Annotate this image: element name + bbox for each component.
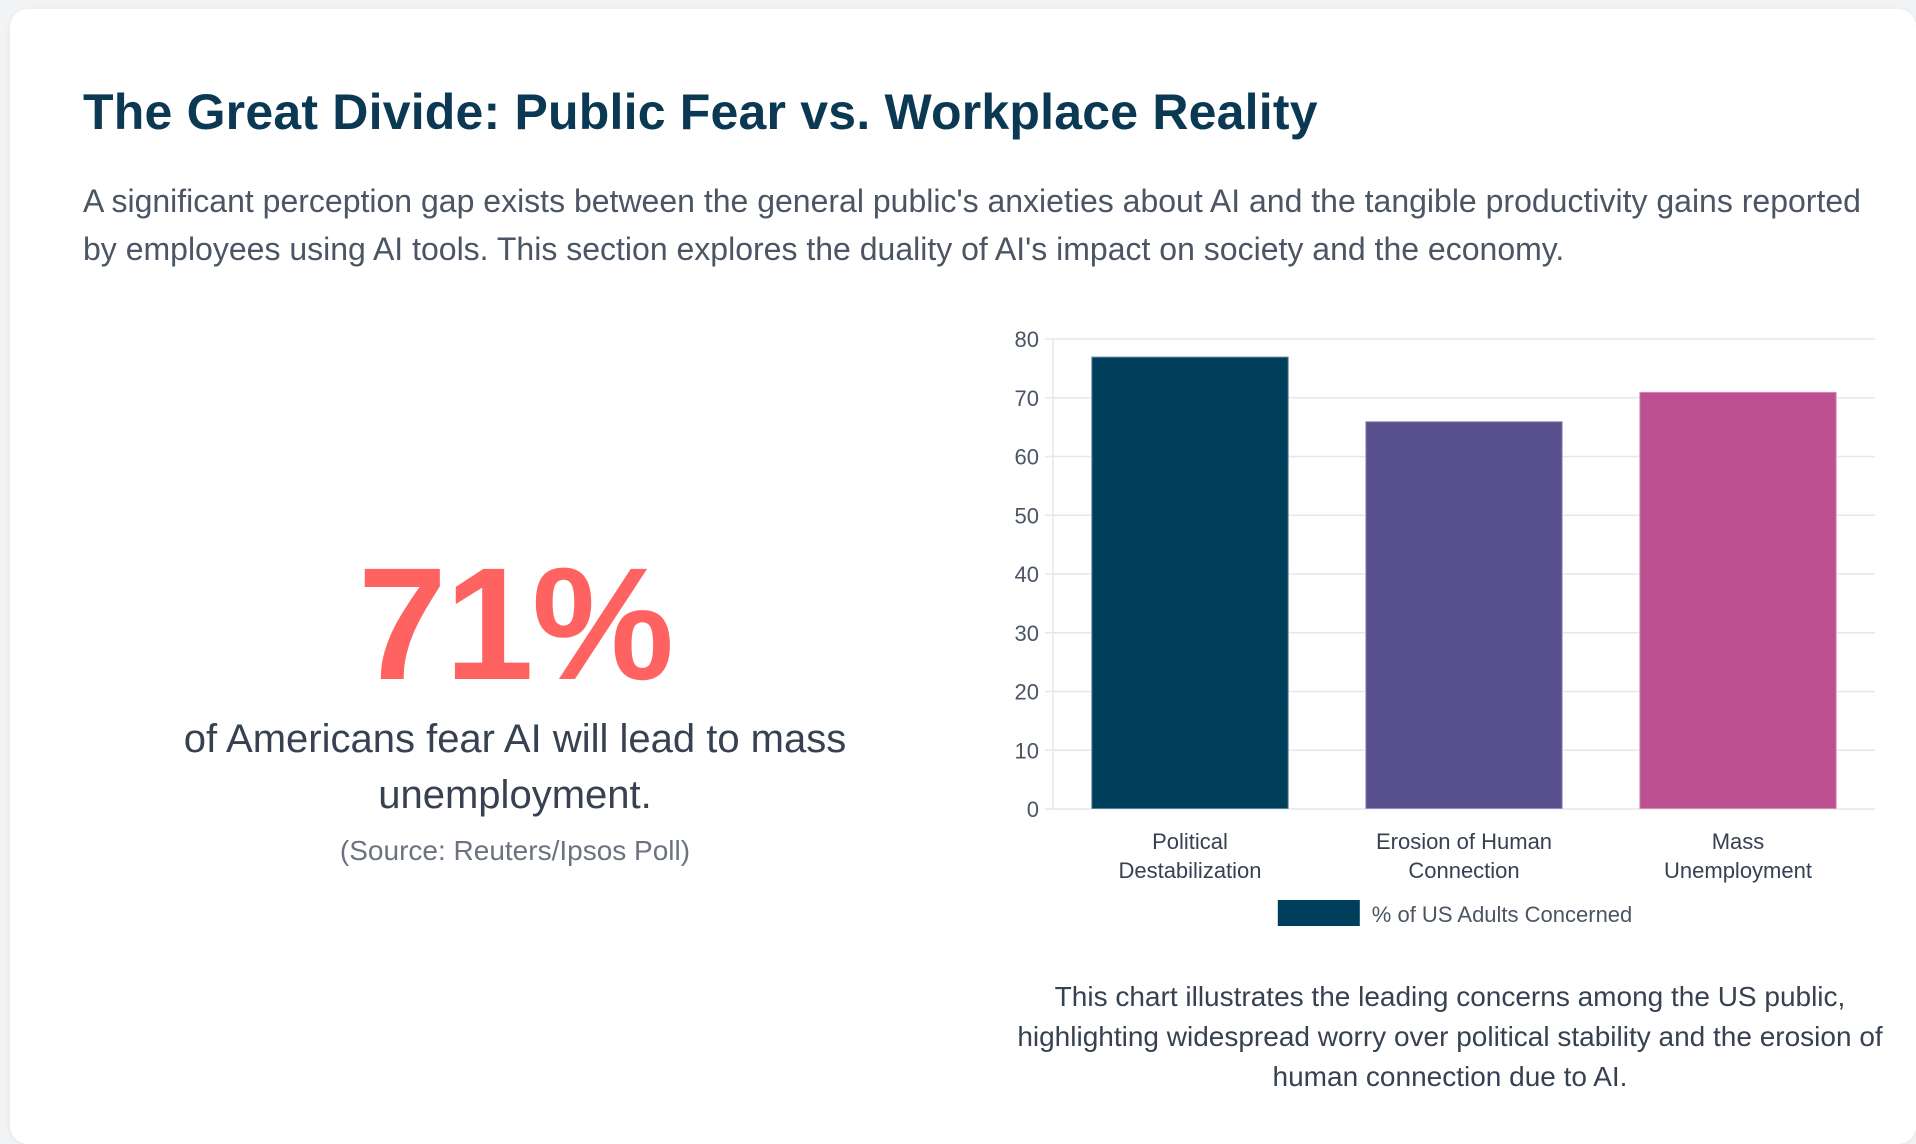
y-tick-label: 0 <box>1027 797 1039 822</box>
chart-caption: This chart illustrates the leading conce… <box>1017 981 1883 1092</box>
y-tick-label: 60 <box>1015 445 1039 470</box>
y-tick-label: 80 <box>1015 327 1039 352</box>
section-card: The Great Divide: Public Fear vs. Workpl… <box>10 9 1916 1144</box>
y-tick-label: 70 <box>1015 386 1039 411</box>
section-title: The Great Divide: Public Fear vs. Workpl… <box>83 84 1318 140</box>
x-tick-label: Political Destabilization <box>1118 829 1261 883</box>
y-tick-label: 10 <box>1015 738 1039 763</box>
bar-1 <box>1364 420 1564 810</box>
bar-0 <box>1090 355 1290 810</box>
legend-label: % of US Adults Concerned <box>1372 902 1632 927</box>
x-tick-label: Erosion of Human Connection <box>1376 829 1552 883</box>
stat-block: 71% of Americans fear AI will lead to ma… <box>90 539 940 871</box>
section-intro: A significant perception gap exists betw… <box>83 183 1861 267</box>
stat-value: 71% <box>357 534 674 713</box>
x-tick-label: Mass Unemployment <box>1664 829 1812 883</box>
y-tick-label: 20 <box>1015 680 1039 705</box>
legend-swatch <box>1277 900 1360 926</box>
y-tick-label: 30 <box>1015 621 1039 646</box>
concerns-bar-chart: 0 10 20 30 40 50 60 70 80 Political Destabilizatio… <box>1015 327 1875 927</box>
y-tick-label: 50 <box>1015 503 1039 528</box>
bar-2 <box>1638 390 1838 810</box>
stat-source: (Source: Reuters/Ipsos Poll) <box>339 835 691 866</box>
stat-description: of Americans fear AI will lead to mass u… <box>183 717 847 817</box>
y-tick-label: 40 <box>1015 562 1039 587</box>
